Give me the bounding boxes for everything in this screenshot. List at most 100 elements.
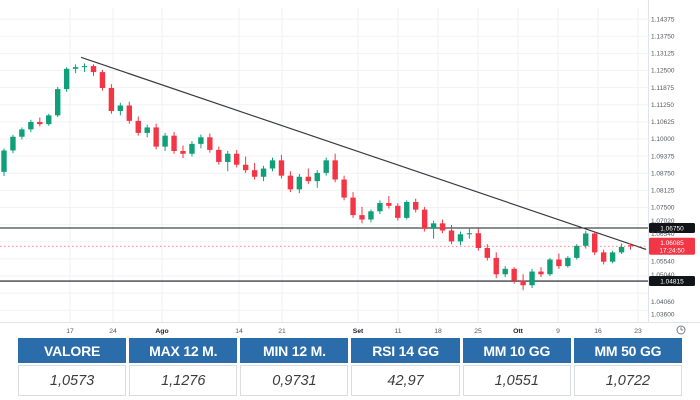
candle bbox=[242, 156, 249, 173]
level-price-badge bbox=[649, 276, 695, 287]
stat-value: 42,97 bbox=[351, 365, 460, 396]
candle-body bbox=[55, 89, 61, 116]
candle bbox=[359, 206, 365, 224]
candle-body bbox=[251, 170, 258, 177]
candle-body bbox=[609, 252, 616, 262]
candle-body bbox=[592, 233, 598, 253]
candle-body bbox=[19, 129, 25, 137]
candle bbox=[377, 200, 383, 215]
candle bbox=[323, 157, 329, 176]
candle-body bbox=[565, 257, 571, 267]
candle bbox=[287, 171, 294, 193]
candle-body bbox=[305, 176, 311, 182]
candle bbox=[234, 149, 240, 168]
stat-value: 1,0551 bbox=[462, 365, 571, 396]
candle-body bbox=[484, 248, 490, 258]
time-axis-day-label: 14 bbox=[235, 328, 243, 335]
candle bbox=[126, 101, 132, 124]
clock-icon[interactable] bbox=[676, 325, 686, 335]
candle-body bbox=[63, 68, 70, 90]
candle bbox=[484, 244, 490, 261]
candle-body bbox=[1, 150, 7, 172]
candle-body bbox=[296, 176, 303, 190]
candle bbox=[332, 153, 338, 183]
candle bbox=[189, 141, 195, 157]
price-chart-canvas[interactable]: 1.14375 1.13750 1.13125 1.12500 1.11875 1.112… bbox=[0, 0, 700, 336]
price-axis-tick-label: 1.12500 bbox=[651, 68, 675, 75]
stat-value: 1,0573 bbox=[18, 365, 127, 396]
candlestick-chart[interactable]: 1.14375 1.13750 1.13125 1.12500 1.11875 1.112… bbox=[0, 0, 700, 336]
price-axis-tick-label: 1.07020 bbox=[651, 218, 675, 225]
candle bbox=[55, 86, 61, 118]
candle-body bbox=[287, 175, 294, 190]
candle bbox=[314, 170, 320, 188]
price-axis-tick-label: 1.06540 bbox=[651, 231, 675, 238]
candle-body bbox=[234, 153, 240, 165]
candle bbox=[457, 231, 464, 246]
candle-body bbox=[314, 172, 320, 182]
candle bbox=[511, 267, 517, 284]
candle bbox=[386, 195, 392, 209]
price-axis-tick-label: 1.04060 bbox=[651, 299, 675, 306]
candle-body bbox=[457, 234, 464, 242]
candle-body bbox=[135, 120, 141, 133]
candle bbox=[493, 252, 499, 279]
candle-body bbox=[386, 203, 392, 206]
candle bbox=[448, 224, 455, 245]
candle-body bbox=[81, 66, 88, 68]
candle-body bbox=[529, 271, 535, 286]
price-axis-tick-label: 1.09375 bbox=[651, 153, 675, 160]
trendline[interactable] bbox=[80, 56, 647, 250]
candle-body bbox=[448, 230, 455, 242]
time-axis-month-label: Ott bbox=[513, 328, 524, 335]
candle bbox=[618, 243, 625, 255]
candle bbox=[350, 192, 356, 218]
candle-body bbox=[225, 153, 231, 162]
time-axis-day-label: 25 bbox=[474, 328, 482, 335]
candle-body bbox=[162, 135, 168, 147]
current-price-badge-label: 1.06085 bbox=[660, 240, 684, 247]
price-axis-tick-label: 1.07500 bbox=[651, 205, 675, 212]
current-price-countdown: 17:24:50 bbox=[659, 248, 685, 255]
stat-header: MIN 12 M. bbox=[240, 338, 349, 363]
stat-header: MM 50 GG bbox=[573, 338, 682, 363]
candle bbox=[368, 209, 374, 223]
candle bbox=[153, 123, 159, 150]
candle bbox=[117, 102, 124, 116]
candle bbox=[180, 145, 186, 159]
stat-header: VALORE bbox=[18, 338, 127, 363]
price-axis-tick-label: 1.08750 bbox=[651, 170, 675, 177]
candle-body bbox=[493, 257, 499, 275]
price-axis[interactable]: 1.14375 1.13750 1.13125 1.12500 1.11875 1.112… bbox=[649, 16, 695, 319]
candle bbox=[19, 127, 25, 140]
candle-body bbox=[198, 137, 204, 144]
candle bbox=[520, 274, 526, 291]
price-axis-tick-label: 1.03600 bbox=[651, 312, 675, 319]
candle bbox=[413, 198, 419, 213]
stat-value: 1,0722 bbox=[573, 365, 682, 396]
time-axis-month-label: Set bbox=[353, 328, 364, 335]
candle-body bbox=[368, 211, 374, 220]
stat-header: MAX 12 M. bbox=[129, 338, 238, 363]
current-price-badge bbox=[649, 237, 695, 255]
candle-body bbox=[72, 67, 79, 69]
candle bbox=[28, 119, 34, 133]
candle bbox=[72, 64, 79, 74]
candle bbox=[565, 256, 571, 268]
price-axis-tick-label: 1.13125 bbox=[651, 51, 675, 58]
candle bbox=[609, 250, 616, 264]
time-axis-day-label: 16 bbox=[594, 328, 602, 335]
candle bbox=[296, 174, 303, 194]
candle bbox=[395, 203, 401, 221]
candle bbox=[81, 63, 88, 73]
candles bbox=[1, 63, 634, 291]
candle bbox=[108, 84, 115, 114]
time-axis-day-label: 17 bbox=[66, 328, 74, 335]
candle bbox=[99, 69, 106, 91]
candle bbox=[592, 232, 598, 256]
candle-body bbox=[600, 252, 607, 262]
candle-body bbox=[466, 233, 473, 235]
time-axis[interactable]: 17 24 Ago 14 21 Set 11 18 25 Ott 9 16 23 bbox=[66, 328, 642, 335]
stats-table: VALORE MAX 12 M. MIN 12 M. RSI 14 GG MM 10 G… bbox=[18, 338, 682, 396]
time-axis-day-label: 23 bbox=[634, 328, 642, 335]
